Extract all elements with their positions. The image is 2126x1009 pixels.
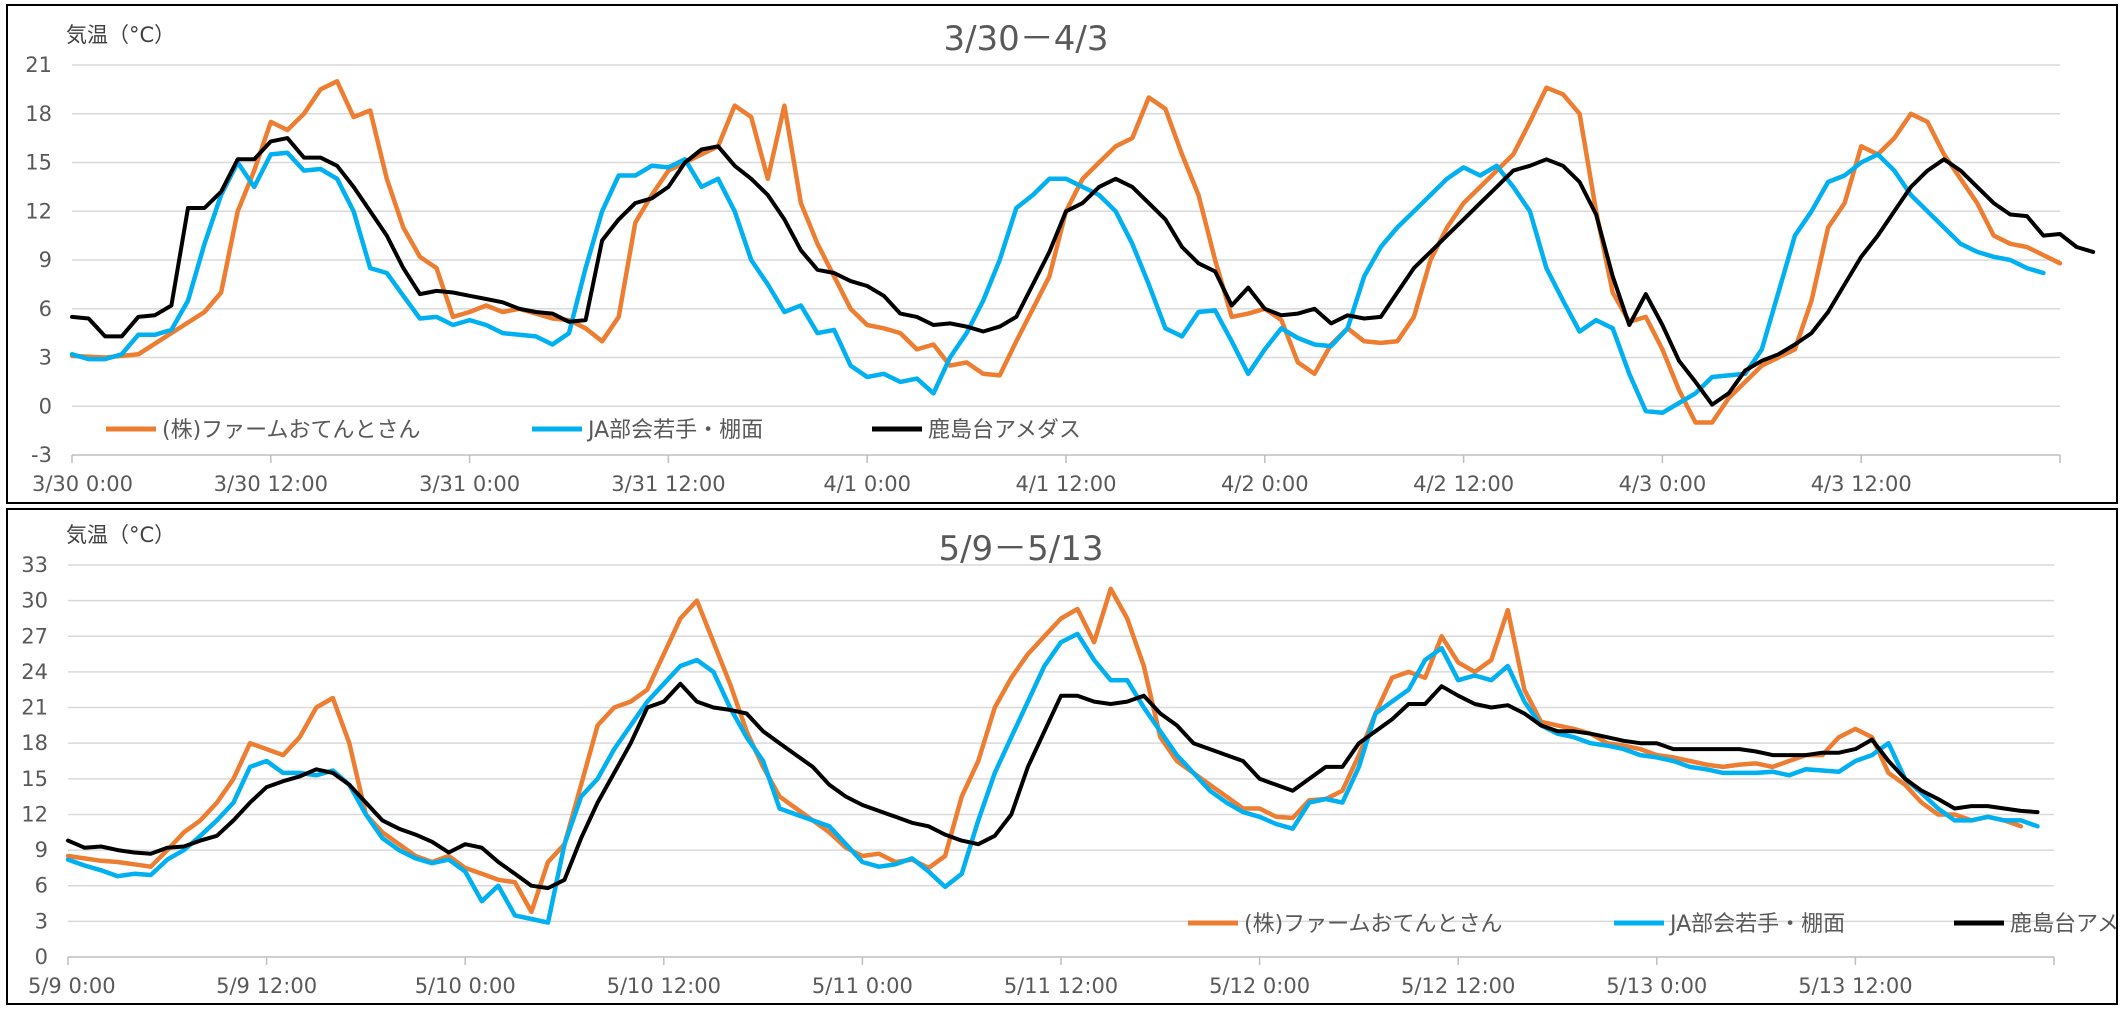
chart-panel-march-april: 21 18 15 12 9 6 3 0 -3 3/30 0:00 3/30 12:00 3/31 0:…: [6, 4, 2118, 504]
y-tick-label: -3: [31, 443, 52, 467]
y-axis-label: 気温（°C）: [66, 523, 175, 547]
x-tick-label: 5/9 0:00: [28, 974, 116, 998]
x-tick-label: 3/31 0:00: [419, 472, 520, 496]
y-tick-label: 6: [35, 874, 48, 898]
y-tick-label: 27: [21, 624, 48, 648]
x-tick-label: 5/11 0:00: [812, 974, 913, 998]
x-tick-label: 5/12 0:00: [1209, 974, 1310, 998]
y-tick-label: 0: [35, 945, 48, 969]
x-tick-label: 3/30 12:00: [214, 472, 328, 496]
x-tick-label: 4/3 12:00: [1811, 472, 1912, 496]
x-tick-label: 5/12 12:00: [1401, 974, 1515, 998]
chart-march-april: 21 18 15 12 9 6 3 0 -3 3/30 0:00 3/30 12:00 3/31 0:…: [25, 19, 2096, 496]
y-tick-label: 21: [25, 53, 52, 77]
x-tick-label: 5/11 12:00: [1004, 974, 1118, 998]
series-line-1: [65, 586, 2024, 915]
y-tick-label: 12: [25, 199, 52, 223]
series-line-1: [69, 79, 2063, 425]
x-tick-label: 5/10 12:00: [607, 974, 721, 998]
legend-label: (株)ファームおてんとさん: [1244, 912, 1503, 937]
y-tick-label: 18: [21, 731, 48, 755]
legend-label: 鹿島台アメダス: [2010, 912, 2116, 937]
chart-title: 3/30－4/3: [943, 19, 1108, 59]
x-tick-label: 3/30 0:00: [32, 472, 133, 496]
legend: (株)ファームおてんとさん JA部会若手・棚面 鹿島台アメダス: [106, 418, 1081, 443]
x-tick-label: 4/1 0:00: [823, 472, 911, 496]
x-tick-label: 5/13 0:00: [1606, 974, 1707, 998]
x-tick-label: 5/10 0:00: [415, 974, 516, 998]
x-tick-label: 3/31 12:00: [611, 472, 725, 496]
series-line-3: [70, 136, 2096, 407]
x-tick-label: 5/9 12:00: [216, 974, 317, 998]
legend-label: JA部会若手・棚面: [1668, 912, 1845, 937]
y-tick-label: 21: [21, 696, 48, 720]
y-tick-label: 9: [35, 838, 48, 862]
gridlines: [72, 64, 2060, 456]
series-line-2: [69, 150, 2046, 416]
y-tick-label: 0: [39, 394, 52, 418]
series-line-3: [66, 681, 2040, 891]
y-tick-label: 9: [39, 248, 52, 272]
y-tick-label: 30: [21, 589, 48, 613]
y-tick-label: 33: [21, 553, 48, 577]
series-line-2: [65, 631, 2040, 925]
legend: (株)ファームおてんとさん JA部会若手・棚面 鹿島台アメダス: [1188, 912, 2116, 937]
y-tick-label: 6: [39, 297, 52, 321]
y-tick-label: 3: [35, 909, 48, 933]
y-tick-label: 18: [25, 102, 52, 126]
x-tick-label: 4/1 12:00: [1016, 472, 1117, 496]
x-tick-label: 5/13 12:00: [1798, 974, 1912, 998]
y-axis-label: 気温（°C）: [66, 23, 175, 47]
x-tick-label: 4/2 0:00: [1221, 472, 1309, 496]
y-tick-label: 3: [39, 346, 52, 370]
y-tick-label: 15: [21, 767, 48, 791]
chart-title: 5/9－5/13: [938, 529, 1103, 569]
x-tick-label: 4/3 0:00: [1619, 472, 1707, 496]
y-tick-label: 24: [21, 660, 48, 684]
legend-label: (株)ファームおてんとさん: [162, 418, 421, 443]
gridlines: [68, 564, 2054, 958]
chart-panel-may: 33 30 27 24 21 18 15 12 9 6 3 0 5/9 0:00 5/9 12:00 5/1…: [6, 508, 2118, 1005]
y-tick-label: 12: [21, 802, 48, 826]
legend-label: JA部会若手・棚面: [586, 418, 763, 443]
legend-label: 鹿島台アメダス: [928, 418, 1081, 443]
y-tick-label: 15: [25, 151, 52, 175]
x-tick-label: 4/2 12:00: [1413, 472, 1514, 496]
